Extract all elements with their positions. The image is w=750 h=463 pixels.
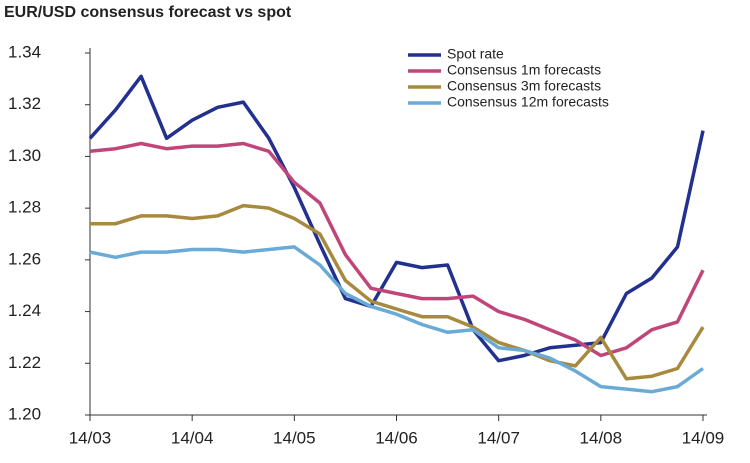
x-tick-label: 14/09 bbox=[682, 428, 725, 447]
legend-label: Spot rate bbox=[447, 46, 504, 62]
y-tick-label: 1.20 bbox=[8, 404, 41, 423]
y-tick-label: 1.32 bbox=[8, 94, 41, 113]
y-tick-label: 1.24 bbox=[8, 301, 41, 320]
legend-label: Consensus 1m forecasts bbox=[447, 62, 601, 78]
x-tick-label: 14/07 bbox=[477, 428, 520, 447]
y-tick-label: 1.26 bbox=[8, 249, 41, 268]
legend-label: Consensus 3m forecasts bbox=[447, 78, 601, 94]
x-tick-label: 14/03 bbox=[69, 428, 112, 447]
y-tick-label: 1.30 bbox=[8, 146, 41, 165]
y-tick-label: 1.34 bbox=[8, 42, 41, 61]
chart-title: EUR/USD consensus forecast vs spot bbox=[4, 4, 292, 21]
x-tick-label: 14/06 bbox=[375, 428, 418, 447]
series-line bbox=[89, 141, 705, 358]
y-tick-label: 1.22 bbox=[8, 353, 41, 372]
legend-label: Consensus 12m forecasts bbox=[447, 94, 609, 110]
x-tick-label: 14/05 bbox=[273, 428, 316, 447]
x-tick-label: 14/08 bbox=[580, 428, 623, 447]
y-tick-label: 1.28 bbox=[8, 198, 41, 217]
series-line bbox=[89, 245, 705, 394]
series-line bbox=[88, 74, 705, 363]
x-tick-label: 14/04 bbox=[171, 428, 214, 447]
series-line bbox=[90, 203, 705, 381]
